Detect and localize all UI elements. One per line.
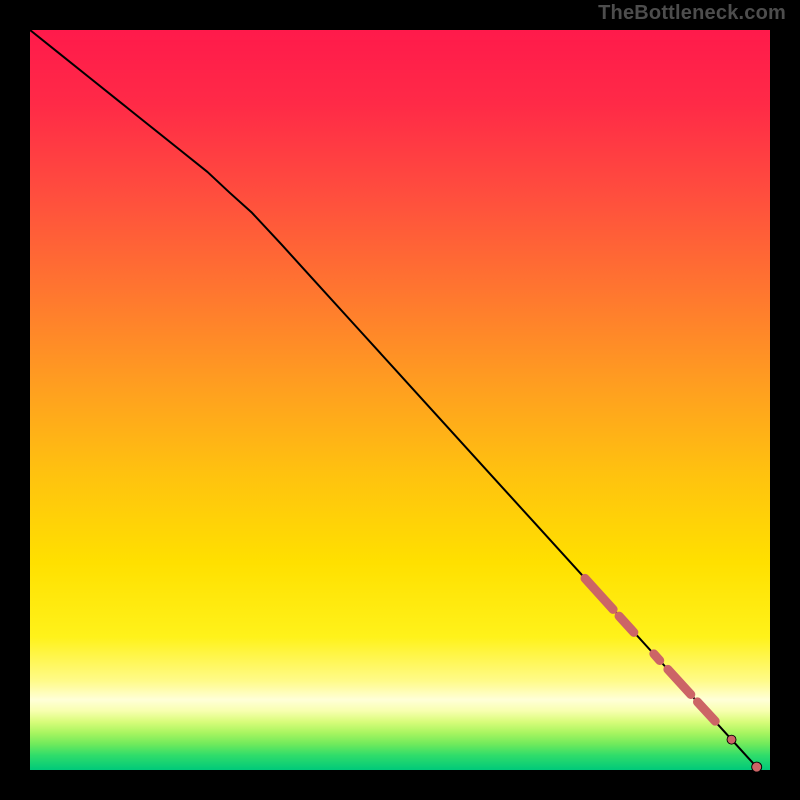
marker-dot <box>752 762 762 772</box>
chart-svg <box>0 0 800 800</box>
chart-root: TheBottleneck.com <box>0 0 800 800</box>
marker-dot <box>727 735 736 744</box>
watermark-text: TheBottleneck.com <box>598 2 786 25</box>
